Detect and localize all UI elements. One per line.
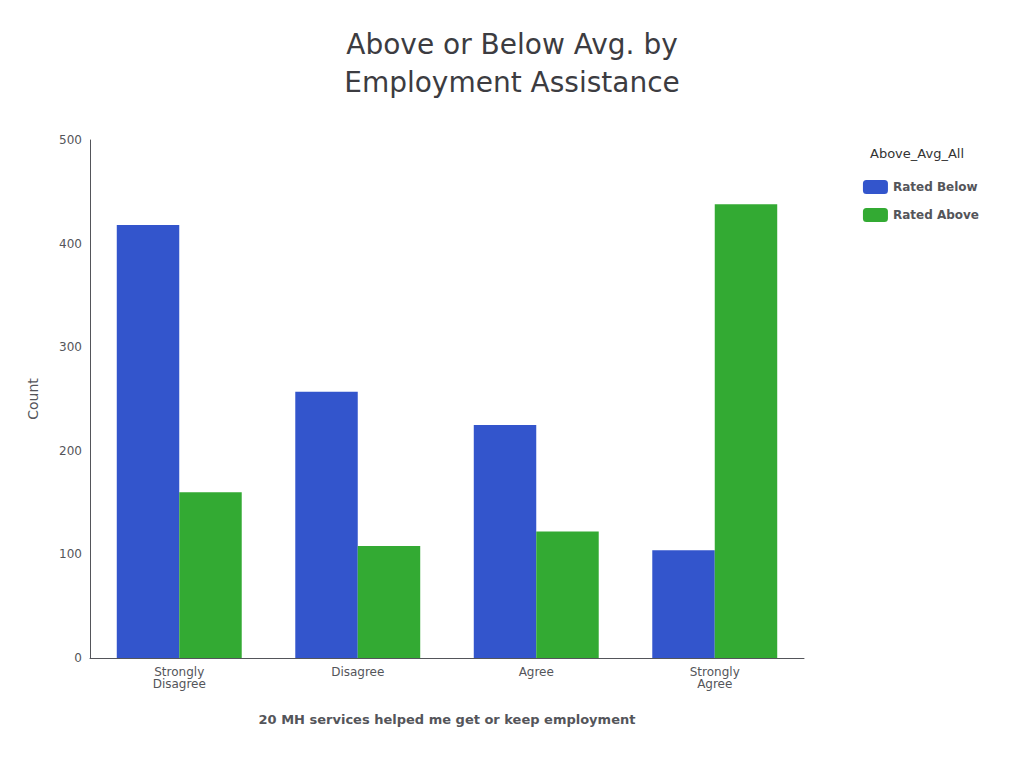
svg-text:Strongly: Strongly — [154, 665, 205, 679]
svg-text:Agree: Agree — [697, 677, 732, 691]
svg-text:200: 200 — [59, 444, 82, 458]
svg-text:Disagree: Disagree — [153, 677, 206, 691]
svg-text:Employment Assistance: Employment Assistance — [344, 66, 680, 99]
svg-text:Rated Below: Rated Below — [893, 180, 978, 194]
svg-text:Above or Below Avg. by: Above or Below Avg. by — [346, 28, 677, 61]
svg-text:Count: Count — [25, 378, 41, 420]
svg-text:Disagree: Disagree — [331, 665, 384, 679]
svg-text:Strongly: Strongly — [689, 665, 740, 679]
svg-text:Agree: Agree — [519, 665, 554, 679]
svg-text:400: 400 — [59, 237, 82, 251]
svg-text:0: 0 — [74, 651, 82, 665]
svg-text:300: 300 — [59, 340, 82, 354]
svg-text:500: 500 — [59, 133, 82, 147]
svg-text:20 MH services helped me get o: 20 MH services helped me get or keep emp… — [259, 712, 636, 727]
svg-text:100: 100 — [59, 547, 82, 561]
svg-text:Rated Above: Rated Above — [893, 208, 979, 222]
svg-text:Above_Avg_All: Above_Avg_All — [870, 146, 964, 161]
